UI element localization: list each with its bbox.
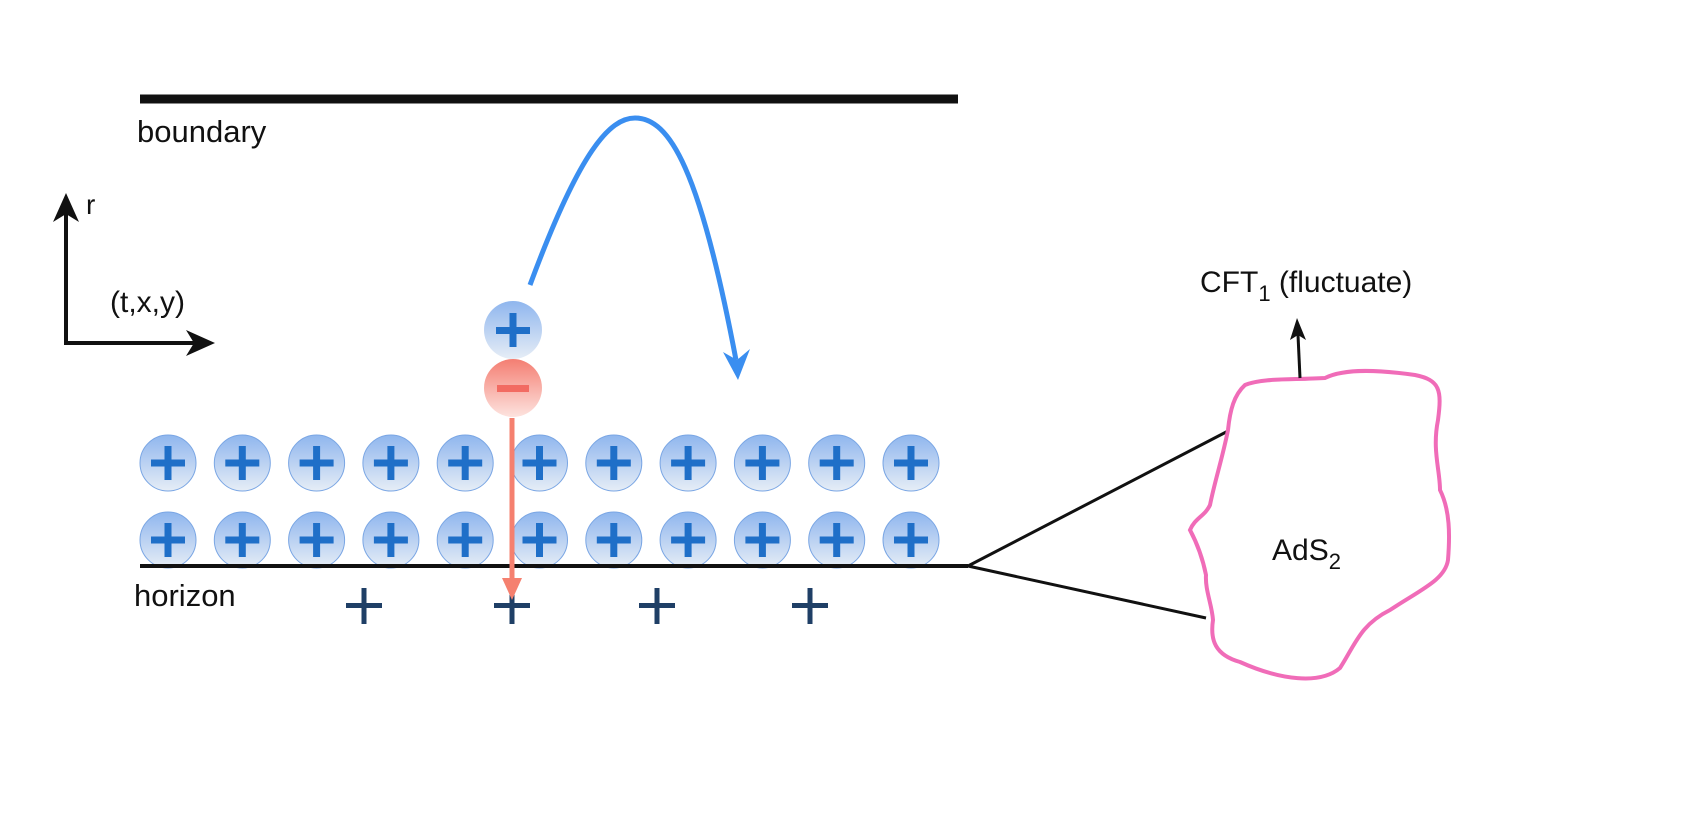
- positive-charge: [511, 434, 568, 492]
- r-axis-label: r: [86, 189, 95, 220]
- horizon-plus-icon: [639, 588, 675, 624]
- plus-sign-v: [833, 523, 841, 557]
- plus-sign-v: [536, 523, 543, 557]
- plus-sign-v: [164, 523, 172, 557]
- plus-sign-v: [684, 446, 692, 480]
- plus-sign-v: [833, 446, 841, 480]
- cft-main: CFT: [1200, 266, 1258, 299]
- plus-sign-v: [758, 523, 766, 557]
- positive-charge: [733, 511, 791, 569]
- escape-arrowhead-icon: [723, 349, 750, 380]
- ads2-region: [1187, 368, 1452, 681]
- plus-sign-v: [238, 523, 246, 557]
- plus-sign-v: [313, 523, 321, 557]
- positive-charge: [585, 434, 643, 492]
- zoom-line-bottom: [967, 564, 1207, 620]
- positive-charge: [139, 511, 197, 569]
- positive-charge: [882, 511, 940, 569]
- plus-sign-v: [536, 446, 543, 480]
- positive-charge-rows: [139, 434, 940, 569]
- positive-charge: [139, 434, 197, 492]
- zoom-line-top: [967, 428, 1231, 568]
- plus-sign-v: [758, 446, 766, 480]
- plus-sign-v: [461, 446, 469, 480]
- infall-arrowhead-icon: [502, 578, 522, 600]
- escape-curve: [527, 115, 739, 361]
- boundary-label: boundary: [137, 114, 267, 149]
- positive-charge: [213, 511, 271, 569]
- plus-sign-v: [387, 446, 395, 480]
- positive-charge: [511, 511, 568, 569]
- horizon-label: horizon: [134, 578, 236, 613]
- ads2-label: AdS2: [1272, 534, 1341, 574]
- positive-charge: [288, 511, 346, 569]
- positive-charge: [733, 434, 791, 492]
- positive-charge: [659, 511, 717, 569]
- cft-note: (fluctuate): [1271, 266, 1413, 299]
- cft-subscript: 1: [1258, 281, 1270, 306]
- ads2-main: AdS: [1272, 534, 1329, 567]
- cft-arrowhead-icon: [1290, 318, 1306, 340]
- positive-charge: [659, 434, 717, 492]
- plus-sign-v: [610, 446, 618, 480]
- particle-pair: [484, 301, 542, 417]
- txy-axis-label: (t,x,y): [110, 286, 185, 319]
- horizon-plus-icon: [792, 588, 828, 624]
- negative-sign: [497, 385, 529, 392]
- coordinate-axes: r (t,x,y): [53, 189, 215, 356]
- horizon-charges: [346, 588, 828, 624]
- positive-charge: [585, 511, 643, 569]
- ads2-subscript: 2: [1329, 549, 1341, 574]
- positive-charge: [362, 434, 420, 492]
- horizon-plus-icon: [494, 588, 530, 624]
- plus-sign-v: [461, 523, 469, 557]
- positive-charge: [213, 434, 271, 492]
- positive-charge: [808, 511, 866, 569]
- plus-sign-v: [164, 446, 172, 480]
- positive-charge: [882, 434, 940, 492]
- positive-charge: [436, 434, 494, 492]
- plus-sign-v: [907, 523, 915, 557]
- plus-sign-v: [387, 523, 395, 557]
- positive-charge: [288, 434, 346, 492]
- plus-sign-v: [238, 446, 246, 480]
- plus-sign-v: [610, 523, 618, 557]
- horizon-plus-icon: [346, 588, 382, 624]
- positive-sign-v: [509, 313, 517, 347]
- plus-sign-v: [684, 523, 692, 557]
- cft-arrow: [1296, 334, 1302, 379]
- plus-sign-v: [907, 446, 915, 480]
- positive-charge: [808, 434, 866, 492]
- cft-label: CFT1 (fluctuate): [1200, 266, 1412, 306]
- positive-charge: [436, 511, 494, 569]
- positive-charge: [362, 511, 420, 569]
- plus-sign-v: [313, 446, 321, 480]
- r-axis-arrowhead-icon: [53, 193, 79, 222]
- txy-axis-arrowhead-icon: [186, 330, 215, 356]
